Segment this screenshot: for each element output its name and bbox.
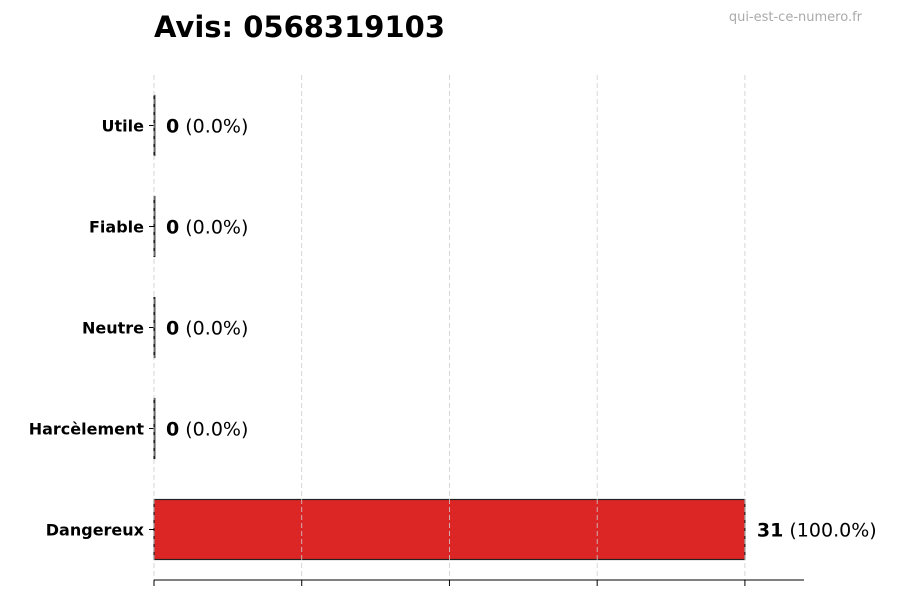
y-tick-label: Utile: [102, 117, 145, 136]
data-label: 0 (0.0%): [166, 116, 248, 138]
y-tick-label: Dangereux: [46, 521, 145, 540]
data-label-percent: (0.0%): [179, 116, 248, 138]
data-label-value: 0: [166, 318, 179, 340]
data-label-value: 0: [166, 116, 179, 138]
chart-title: Avis: 0568319103: [154, 10, 445, 44]
data-label-percent: (0.0%): [179, 217, 248, 239]
watermark: qui-est-ce-numero.fr: [728, 10, 862, 25]
data-label: 0 (0.0%): [166, 217, 248, 239]
data-label: 31 (100.0%): [757, 520, 877, 542]
data-label-value: 0: [166, 419, 179, 441]
data-label-percent: (0.0%): [179, 419, 248, 441]
data-label-percent: (100.0%): [783, 520, 876, 542]
y-tick-label: Fiable: [89, 218, 144, 237]
data-label-percent: (0.0%): [179, 318, 248, 340]
data-label: 0 (0.0%): [166, 318, 248, 340]
data-label-value: 31: [757, 520, 783, 542]
y-tick-label: Harcèlement: [29, 420, 145, 439]
y-tick-label: Neutre: [82, 319, 144, 338]
data-label: 0 (0.0%): [166, 419, 248, 441]
data-label-value: 0: [166, 217, 179, 239]
